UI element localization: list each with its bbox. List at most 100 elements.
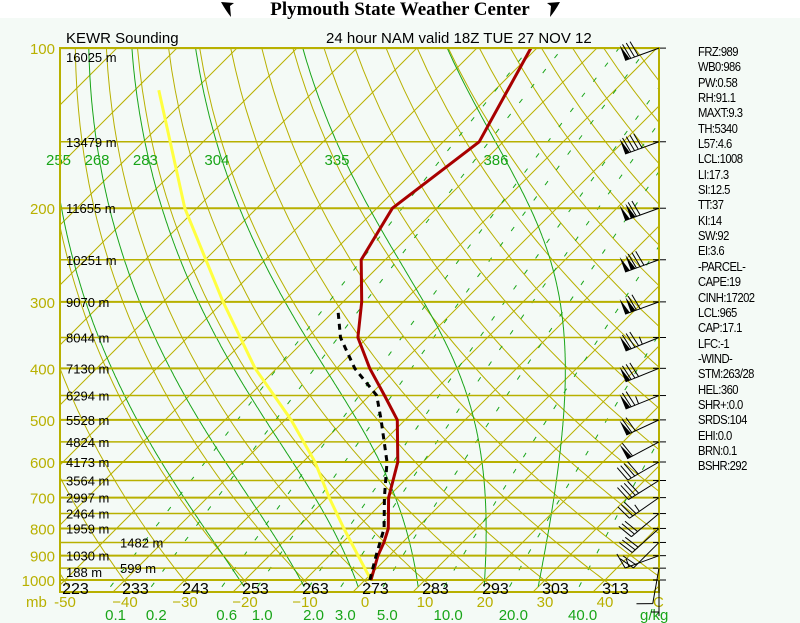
isotherm <box>232 165 659 592</box>
height-label: 11655 m <box>66 201 116 216</box>
dry-adiabat-label: 273 <box>362 581 389 598</box>
sounding-index: CAP:17.1 <box>698 321 742 336</box>
moist-adiabat-label: 304 <box>204 152 229 169</box>
moist-adiabat <box>88 48 305 588</box>
moist-adiabat <box>446 48 566 587</box>
height-label: 8044 m <box>66 330 109 345</box>
height-label: 599 m <box>120 561 156 576</box>
dry-adiabat <box>0 48 8 587</box>
wind-barb <box>618 513 660 538</box>
isotherm <box>60 48 298 286</box>
temperature-tick-label: 0 <box>361 594 369 611</box>
sounding-index: SRDS:104 <box>698 413 747 428</box>
sounding-index: LCL:1008 <box>698 152 743 167</box>
sounding-index: BSHR:292 <box>698 459 747 474</box>
wind-barb <box>619 200 660 222</box>
dry-adiabat <box>354 48 659 451</box>
mixing-ratio-label: 1.0 <box>252 607 273 623</box>
sounding-index: PW:0.58 <box>698 75 738 90</box>
mixing-ratio-line <box>257 48 648 588</box>
isotherm <box>60 48 178 166</box>
sounding-index: L57:4.6 <box>698 137 732 152</box>
sounding-index: STM:263/28 <box>698 367 754 382</box>
height-label: 3564 m <box>66 473 109 488</box>
height-label: 1482 m <box>120 535 163 550</box>
wind-barb <box>619 41 660 61</box>
isotherm <box>60 48 598 586</box>
moist-adiabat <box>302 48 487 587</box>
sounding-index: LCL:965 <box>698 305 737 320</box>
dry-adiabat <box>478 48 659 287</box>
pressure-label: 500 <box>30 413 55 430</box>
sounding-index: BRN:0.1 <box>698 443 737 458</box>
axis-labels: 0.1 0.2 0.6 1.0 2.0 3.0 5.0 10.0 20.0 40.0 255 268 2… <box>22 41 669 623</box>
pressure-label: 600 <box>30 455 55 472</box>
mixing-ratio-label: 0.1 <box>105 607 126 623</box>
moist-adiabat <box>60 196 245 588</box>
dry-adiabat <box>230 48 614 588</box>
isotherm <box>60 48 418 406</box>
pressure-label: 100 <box>30 41 55 58</box>
sounding-title: KEWR Sounding <box>66 30 179 47</box>
isotherm <box>112 48 658 592</box>
tornado-logo-icon <box>547 2 560 17</box>
temperature-tick-label: −20 <box>232 594 257 611</box>
sounding-index: MAXT:9.3 <box>698 106 743 121</box>
height-label: 188 m <box>66 565 102 580</box>
dry-adiabat-label: 303 <box>542 581 569 598</box>
mixing-ratio-label: 20.0 <box>499 607 528 623</box>
moist-adiabat-label: 283 <box>133 152 158 169</box>
sounding-index: KI:14 <box>698 213 722 228</box>
height-label: 13479 m <box>66 135 117 150</box>
sounding-index: WB0:986 <box>698 60 741 75</box>
pressure-label: 800 <box>30 521 55 538</box>
sounding-index: EI:3.6 <box>698 244 725 259</box>
isotherm <box>0 48 57 592</box>
dry-adiabat <box>137 48 433 588</box>
sounding-index: SW:92 <box>698 229 729 244</box>
moist-adiabat-label: 386 <box>483 152 508 169</box>
sounding-index: SI:12.5 <box>698 183 730 198</box>
wind-barb <box>619 133 660 155</box>
moist-adiabat-label: 335 <box>324 152 349 169</box>
dry-adiabat <box>261 48 659 577</box>
wind-barb <box>619 331 660 352</box>
moist-adiabat-label: 268 <box>85 152 110 169</box>
dry-adiabat <box>447 48 659 328</box>
temperature-tick-label: −40 <box>112 594 137 611</box>
height-label: 9070 m <box>66 295 109 310</box>
temperature-tick-label: 40 <box>597 594 614 611</box>
wind-barb <box>619 441 660 460</box>
grid-lines <box>0 48 659 592</box>
wind-barb <box>636 568 660 605</box>
height-label: 16025 m <box>66 50 117 65</box>
wind-barb <box>617 480 660 500</box>
parcel-profile <box>157 89 373 581</box>
isotherm <box>532 465 659 592</box>
pressure-label: 300 <box>30 295 55 312</box>
temperature-tick-label: -50 <box>54 594 76 611</box>
moist-adiabat <box>195 48 419 587</box>
isotherm <box>60 48 238 226</box>
dry-adiabat-label: 253 <box>242 581 269 598</box>
dry-adiabat-label: 223 <box>62 581 89 598</box>
temperature-tick-label: −10 <box>292 594 317 611</box>
mixing-ratio-line <box>150 48 563 588</box>
pressure-label: 700 <box>30 491 55 508</box>
sounding-index: CAPE:19 <box>698 275 741 290</box>
height-label: 2464 m <box>66 507 109 522</box>
temperature-tick-label: 30 <box>537 594 554 611</box>
dry-adiabat-label: 293 <box>482 581 509 598</box>
mixing-ratio-label: 10.0 <box>434 607 463 623</box>
dry-adiabat <box>74 48 312 588</box>
dry-adiabat-label: 313 <box>602 581 629 598</box>
sounding-index: RH:91.1 <box>698 91 736 106</box>
dry-adiabat <box>323 48 659 492</box>
pressure-label: 200 <box>30 201 55 218</box>
tornado-logo-icon <box>221 2 234 17</box>
mixing-ratio-label: 5.0 <box>377 607 398 623</box>
isotherm <box>412 345 659 592</box>
plot-border <box>59 47 660 593</box>
pressure-label: 400 <box>30 361 55 378</box>
